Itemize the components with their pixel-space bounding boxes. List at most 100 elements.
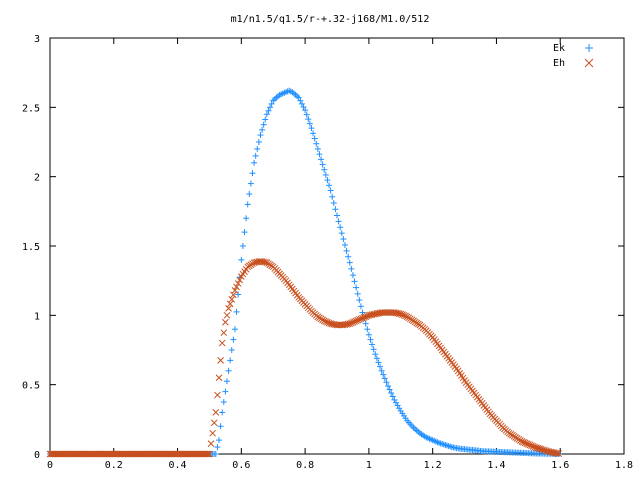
y-tick-label: 3	[34, 34, 40, 45]
axes: 0 0.2 0.4 0.6 0.8 1 1.2 1.4 1.6 1.8 0 0.5 1 1.5 2 2.5 3	[22, 34, 633, 471]
point-eh	[402, 312, 409, 320]
point-ek	[249, 170, 256, 177]
point-eh	[212, 409, 220, 416]
point-ek	[359, 309, 366, 316]
point-ek	[383, 379, 390, 386]
point-eh	[204, 450, 212, 458]
point-ek	[377, 363, 384, 370]
point-eh	[226, 300, 234, 308]
point-ek	[260, 121, 267, 128]
series-eh	[46, 257, 562, 458]
chart-title: m1/n1.5/q1.5/r-+.32-j168/M1.0/512	[231, 14, 430, 25]
point-ek	[372, 351, 379, 358]
point-ek	[308, 125, 315, 132]
point-ek	[442, 441, 449, 448]
point-ek	[324, 177, 331, 184]
point-ek	[267, 104, 274, 111]
point-ek	[295, 94, 302, 101]
point-ek	[219, 409, 226, 416]
point-eh	[231, 287, 239, 294]
point-ek	[332, 206, 339, 213]
y-tick-label: 0.5	[22, 381, 40, 392]
point-ek	[263, 111, 270, 118]
point-ek	[326, 182, 333, 189]
point-eh	[386, 309, 393, 316]
point-ek	[392, 399, 399, 406]
point-ek	[334, 212, 340, 219]
point-ek	[255, 139, 262, 145]
legend-label-eh: Eh	[553, 58, 565, 69]
point-ek	[356, 297, 363, 304]
point-ek	[273, 94, 280, 101]
point-ek	[362, 320, 369, 327]
point-eh	[215, 374, 223, 382]
point-ek	[214, 444, 221, 451]
point-ek	[322, 171, 329, 178]
point-ek	[246, 191, 253, 197]
point-ek	[369, 341, 376, 348]
data-points	[46, 87, 562, 458]
legend-marker-eh	[584, 58, 594, 68]
point-ek	[231, 326, 238, 333]
point-eh	[218, 339, 226, 347]
point-ek	[365, 331, 372, 338]
point-ek	[297, 97, 304, 104]
point-ek	[265, 107, 272, 114]
point-ek	[239, 243, 246, 249]
point-ek	[346, 259, 353, 266]
point-ek	[335, 218, 342, 225]
point-ek	[289, 89, 296, 96]
point-eh	[236, 276, 244, 284]
point-ek	[271, 96, 278, 103]
point-ek	[318, 156, 325, 163]
point-ek	[386, 386, 393, 393]
point-ek	[233, 308, 240, 315]
point-ek	[319, 161, 326, 168]
point-eh	[553, 449, 561, 457]
point-eh	[378, 309, 385, 316]
y-tick-label: 0	[34, 450, 40, 461]
y-tick-label: 2.5	[22, 103, 40, 114]
point-ek	[244, 201, 251, 208]
point-eh	[210, 419, 218, 427]
point-ek	[357, 303, 364, 310]
point-ek	[413, 427, 420, 434]
y-tick-label: 1.5	[22, 242, 40, 253]
point-eh	[217, 357, 224, 364]
point-ek	[329, 193, 336, 200]
point-ek	[247, 180, 254, 187]
legend-label-ek: Ek	[553, 43, 565, 54]
point-eh	[333, 321, 341, 329]
point-ek	[222, 388, 229, 395]
point-ek	[351, 278, 358, 285]
point-ek	[396, 405, 403, 412]
x-tick-label: 1.4	[487, 460, 505, 471]
x-tick-label: 1.2	[424, 460, 442, 471]
point-ek	[388, 389, 395, 396]
point-eh	[228, 296, 236, 303]
plot-frame	[49, 37, 625, 455]
x-tick-label: 0	[47, 460, 53, 471]
point-eh	[206, 450, 213, 458]
point-ek	[370, 346, 377, 353]
point-eh	[379, 309, 387, 316]
point-ek	[268, 100, 275, 107]
point-ek	[343, 247, 350, 254]
legend-marker-ek	[585, 44, 593, 52]
point-ek	[225, 367, 232, 374]
point-eh	[223, 311, 231, 319]
point-eh	[225, 305, 232, 312]
point-ek	[327, 187, 334, 194]
point-ek	[254, 145, 261, 152]
point-ek	[217, 423, 224, 430]
point-eh	[214, 391, 221, 399]
point-ek	[389, 393, 396, 400]
y-tick-label: 2	[34, 173, 40, 184]
point-ek	[294, 93, 301, 100]
point-ek	[306, 120, 313, 127]
point-eh	[234, 280, 242, 287]
point-ek	[337, 224, 344, 231]
point-ek	[241, 229, 248, 236]
point-ek	[230, 336, 237, 343]
